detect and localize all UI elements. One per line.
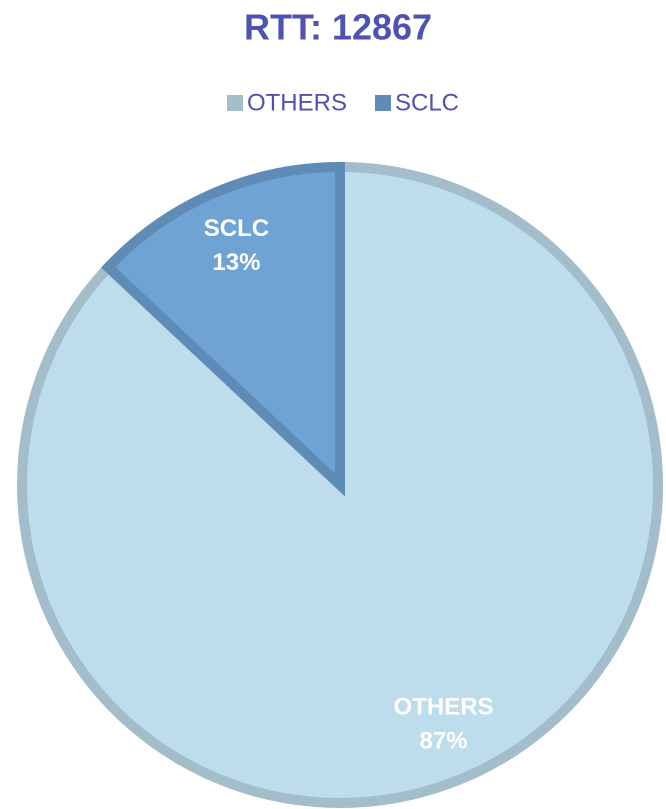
legend: OTHERS SCLC (226, 89, 459, 116)
pie-slice (101, 161, 345, 497)
data-label-value: 87% (420, 728, 468, 755)
data-label-name: OTHERS (394, 694, 494, 721)
legend-label: SCLC (395, 89, 459, 116)
data-label-name: SCLC (204, 215, 269, 242)
chart-title: RTT: 12867 (244, 7, 432, 48)
legend-label: OTHERS (247, 89, 347, 116)
data-label-value: 13% (212, 249, 260, 276)
legend-swatch (374, 95, 391, 111)
legend-swatch (226, 95, 243, 111)
